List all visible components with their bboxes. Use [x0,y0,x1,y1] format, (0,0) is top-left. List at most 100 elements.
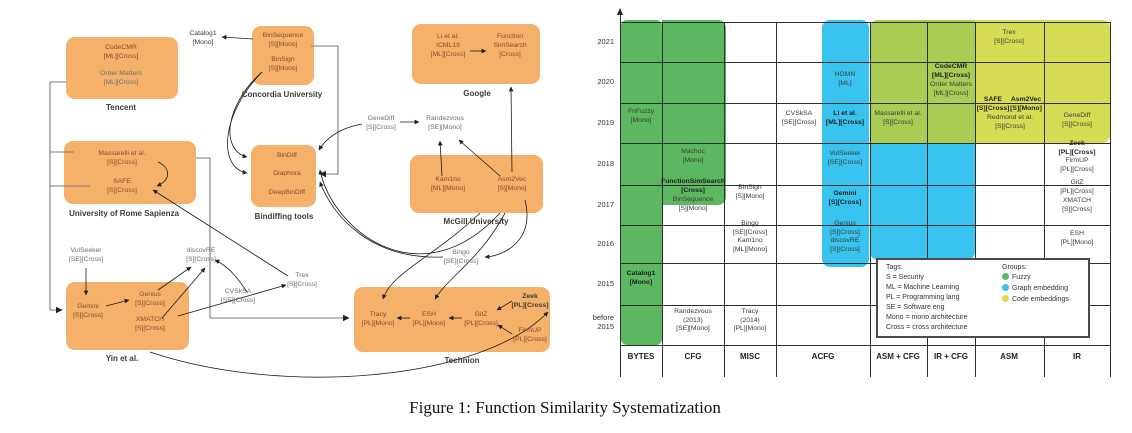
node-randezvous: Randezvous [SE][Mono] [426,115,464,131]
col-label-ir-cfg: IR + CFG [933,352,969,361]
cell-tracy: Tracy (2014) [PL][Mono] [733,308,767,333]
node-xmatch: XMATCH [S][Cross] [135,316,165,332]
col-label-misc: MISC [740,352,760,361]
node-bingo: Bingo [SE][Cross] [443,249,479,265]
cell-xmatch: XMATCH [S][Cross] [1062,197,1092,213]
col-label-bytes: BYTES [627,352,655,361]
node-catalog1: Catalog1 [Mono] [189,30,217,46]
cell-safe: SAFE [S][Cross] [976,96,1010,112]
row-label-before-2015: before 2015 [592,313,614,331]
node-bindiff: BinDiff [277,152,297,159]
row-label-2017: 2017 [597,200,614,209]
legend-tags-title: Tags: [886,264,903,271]
node-zeek: Zeek [PL][Cross] [511,293,549,309]
cell-trex: Trex [S][Cross] [994,29,1024,45]
cell-randezvous: Randezvous (2013) [SE][Mono] [674,308,712,333]
region-overlap-graph-code [870,20,975,143]
y-axis-line [620,14,621,377]
orthogonal-connectors [49,45,350,322]
cell-vulseeker: VulSeeker [SE][Cross] [827,150,863,166]
cell-gitz: GitZ [PL][Cross] [1060,179,1094,195]
cell-fnfuzzy: FnFuzzy [Mono] [627,108,655,124]
legend-group-code-embeddings: Code embeddings [1002,295,1069,306]
legend-group-graph-embedding: Graph embedding [1002,284,1068,295]
grid-line-h [620,225,1110,226]
cell-li: Li et al. [ML][Cross] [825,110,865,126]
col-label-asm: ASM [1000,352,1018,361]
group-box-mcgill [410,155,543,213]
node-gemini: Gemini [S][Cross] [73,303,103,319]
legend-tag: S = Security [886,274,924,281]
legend-groups-title: Groups: [1002,264,1027,271]
node-funcsimsearch: Function SimSearch [Cross] [493,33,527,58]
cell-funcsimsearch: FunctionSimSearch [Cross] [661,178,725,194]
region-fuzzy-bytes [621,20,662,345]
graph-embedding-dot-icon [1002,284,1009,291]
grid-line-h [620,62,1110,63]
col-label-asm-cfg: ASM + CFG [876,352,920,361]
cell-binsequence: BinSequence [S][Mono] [672,196,714,212]
node-binsign: BinSign [S][Mono] [268,56,298,72]
row-label-2021: 2021 [597,37,614,46]
label-google: Google [463,89,491,98]
col-label-cfg: CFG [684,352,702,361]
grid-line-h [620,143,1110,144]
y-axis-arrow-icon [617,8,623,15]
region-fuzzy-cfg [662,20,726,205]
row-label-2015: 2015 [597,279,614,288]
row-label-2020: 2020 [597,77,614,86]
cell-machoc: Machoc [Mono] [681,148,705,164]
grid-line-v [1110,22,1111,377]
label-rome: University of Rome Sapienza [69,209,179,218]
grid-line-v [724,22,725,377]
cell-asm2vec: Asm2Vec [S][Mono] [1010,96,1042,112]
node-codecmr: CodeCMR [ML][Cross] [103,44,139,60]
cell-esh: ESH [PL][Mono] [1060,230,1094,246]
node-discovre: discovRE [S][Cross] [186,247,216,263]
cell-hgmn: HGMN [ML] [834,71,856,87]
cell-catalog1: Catalog1 [Mono] [626,270,656,286]
node-trex: Trex [S][Cross] [287,272,317,288]
cell-redmond: Redmond et al. [S][Cross] [986,114,1034,130]
node-asm2vec: Asm2Vec [S][Mono] [497,176,527,192]
grid-line-v [1044,22,1045,377]
label-technion: Technion [444,356,480,365]
code-embeddings-dot-icon [1002,295,1009,302]
grid-line-h [620,263,1110,264]
node-order-matters: Order Matters [ML][Cross] [100,70,142,86]
cell-gemini: Gemini [S][Cross] [828,190,862,206]
legend-group-label: Fuzzy [1012,274,1031,281]
cell-cvsksa: CVSkSA [SE][Cross] [781,110,817,126]
cell-order-matters: Order Matters [ML][Cross] [930,81,972,97]
group-box-rome [64,141,196,204]
grid-line-h [620,22,1110,23]
legend-tag: SE = Software eng [886,304,945,311]
group-box-bindiffing [251,145,316,207]
node-esh: ESH [PL][Mono] [412,311,446,327]
row-label-2019: 2019 [597,118,614,127]
label-mcgill: McGill University [443,217,509,226]
row-label-2016: 2016 [597,239,614,248]
legend-group-fuzzy: Fuzzy [1002,273,1031,284]
grid-line-v [662,22,663,377]
cell-massarelli: Massarelli et al. [S][Cross] [874,110,922,126]
cell-genediff: GeneDiff [S][Cross] [1062,112,1092,128]
grid-line-v [870,22,871,377]
connection-arrows [49,34,549,378]
node-binsequence: BinSequence [S][Mono] [262,32,304,48]
figure-caption: Figure 1: Function Similarity Systematiz… [409,398,721,417]
cell-binsign: BinSign [S][Mono] [735,184,765,200]
grid-line-v [975,22,976,377]
node-genediff: GeneDiff [S][Cross] [366,115,396,131]
grid-line-h [620,305,1110,306]
cell-zeek: Zeek [PL][Cross] [1058,140,1096,156]
node-genius: Genius [S][Cross] [135,291,165,307]
fuzzy-dot-icon [1002,273,1009,280]
legend-tag: Mono = mono architecture [886,314,968,321]
row-label-2018: 2018 [597,159,614,168]
cell-kam1no: Kam1no [ML][Mono] [733,237,767,253]
label-concordia: Concordia University [241,90,323,99]
node-gitz: GitZ [PL][Cross] [464,311,498,327]
legend-tag: ML = Machine Learning [886,284,960,291]
